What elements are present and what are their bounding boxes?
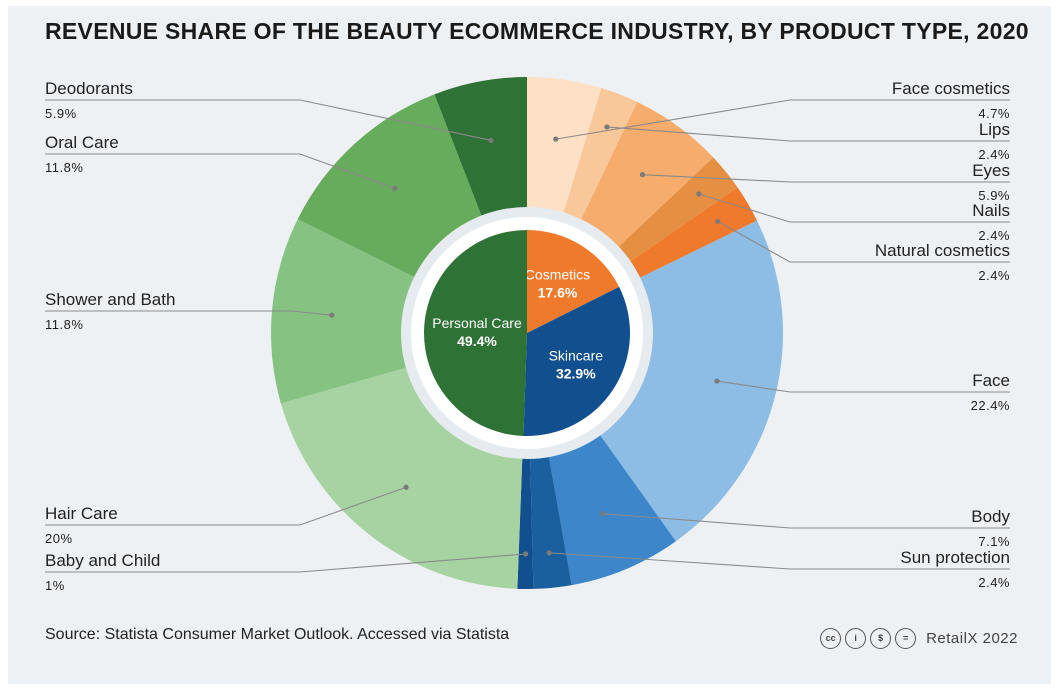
category-value-sun-protection: 2.4% — [978, 575, 1010, 590]
category-value-hair-care: 20% — [45, 531, 73, 546]
outer-slice-sun-protection — [530, 456, 572, 589]
leader-line-sun-protection — [549, 552, 1010, 570]
leader-line-hair-care — [45, 486, 407, 526]
inner-slice-skincare — [523, 286, 631, 436]
outer-slice-body — [548, 434, 676, 586]
outer-slice-nails — [617, 157, 738, 262]
category-label-deodorants: Deodorants — [45, 79, 133, 98]
inner-label-cosmetics: Cosmetics — [525, 267, 590, 283]
leader-dot-baby-and-child — [523, 551, 529, 557]
category-label-shower-and-bath: Shower and Bath — [45, 290, 175, 309]
category-value-body: 7.1% — [978, 534, 1010, 549]
outer-slice-face-cosmetics — [527, 77, 602, 214]
leader-line-nails — [698, 193, 1010, 223]
category-label-lips: Lips — [979, 120, 1010, 139]
outer-slice-baby-and-child — [517, 457, 534, 590]
outer-slice-face — [599, 220, 783, 542]
category-label-face-cosmetics: Face cosmetics — [892, 79, 1010, 98]
category-value-face: 22.4% — [971, 398, 1010, 413]
leader-dot-hair-care — [403, 484, 409, 490]
leader-line-shower-and-bath — [45, 310, 332, 316]
inner-value-skincare: 32.9% — [556, 365, 596, 381]
source-note: Source: Statista Consumer Market Outlook… — [45, 626, 510, 643]
cc-icon: cc — [820, 628, 842, 649]
leader-line-face — [716, 380, 1010, 393]
leader-dot-sun-protection — [546, 550, 552, 556]
category-label-sun-protection: Sun protection — [900, 548, 1010, 567]
by-icon: i — [845, 628, 867, 649]
nd-icon: = — [895, 628, 917, 649]
category-label-natural-cosmetics: Natural cosmetics — [875, 241, 1010, 260]
nc-icon: $ — [870, 628, 892, 649]
category-label-baby-and-child: Baby and Child — [45, 551, 160, 570]
inner-label-skincare: Skincare — [549, 347, 604, 363]
category-label-face: Face — [972, 371, 1010, 390]
leader-line-deodorants — [45, 99, 492, 141]
category-label-oral-care: Oral Care — [45, 133, 119, 152]
category-label-body: Body — [971, 507, 1010, 526]
leader-dot-face-cosmetics — [553, 136, 559, 142]
outer-slice-deodorants — [434, 77, 527, 217]
category-value-nails: 2.4% — [978, 228, 1010, 243]
leader-line-natural-cosmetics — [717, 220, 1010, 263]
leader-line-body — [602, 513, 1010, 529]
leader-dot-eyes — [639, 172, 646, 178]
inner-value-personal-care: 49.4% — [457, 333, 497, 349]
outer-slice-lips — [563, 88, 638, 221]
category-value-deodorants: 5.9% — [45, 106, 77, 121]
leader-dot-body — [600, 511, 606, 517]
leader-line-eyes — [642, 174, 1010, 183]
outer-slice-hair-care — [280, 367, 523, 589]
category-value-eyes: 5.9% — [978, 188, 1010, 203]
leader-dot-lips — [604, 124, 610, 130]
leader-line-baby-and-child — [45, 553, 526, 573]
leader-dot-deodorants — [488, 137, 494, 143]
leader-dot-nails — [696, 191, 702, 197]
outer-slice-natural-cosmetics — [629, 187, 757, 279]
outer-slice-shower-and-bath — [271, 219, 416, 404]
leader-dot-natural-cosmetics — [715, 218, 721, 224]
leader-line-face-cosmetics — [555, 99, 1010, 140]
category-label-hair-care: Hair Care — [45, 504, 118, 523]
credit-text: RetailX 2022 — [926, 630, 1018, 647]
category-value-face-cosmetics: 4.7% — [978, 106, 1010, 121]
credit-block: cc i $ = RetailX 2022 — [820, 628, 1018, 649]
category-value-lips: 2.4% — [978, 147, 1010, 162]
inner-value-cosmetics: 17.6% — [538, 285, 578, 301]
category-value-natural-cosmetics: 2.4% — [978, 268, 1010, 283]
category-value-baby-and-child: 1% — [45, 578, 65, 593]
leader-dot-oral-care — [392, 185, 398, 191]
leader-line-lips — [606, 126, 1010, 142]
leader-dot-face — [714, 378, 720, 384]
leader-line-oral-care — [45, 153, 396, 189]
category-value-shower-and-bath: 11.8% — [45, 317, 83, 332]
category-label-nails: Nails — [972, 201, 1010, 220]
inner-slice-personal-care — [424, 230, 527, 436]
inner-slice-cosmetics — [527, 230, 620, 333]
chart-title: REVENUE SHARE OF THE BEAUTY ECOMMERCE IN… — [45, 18, 1029, 44]
leader-dot-shower-and-bath — [329, 312, 335, 318]
category-label-eyes: Eyes — [972, 161, 1010, 180]
inner-label-personal-care: Personal Care — [432, 315, 522, 331]
category-value-oral-care: 11.8% — [45, 160, 83, 175]
